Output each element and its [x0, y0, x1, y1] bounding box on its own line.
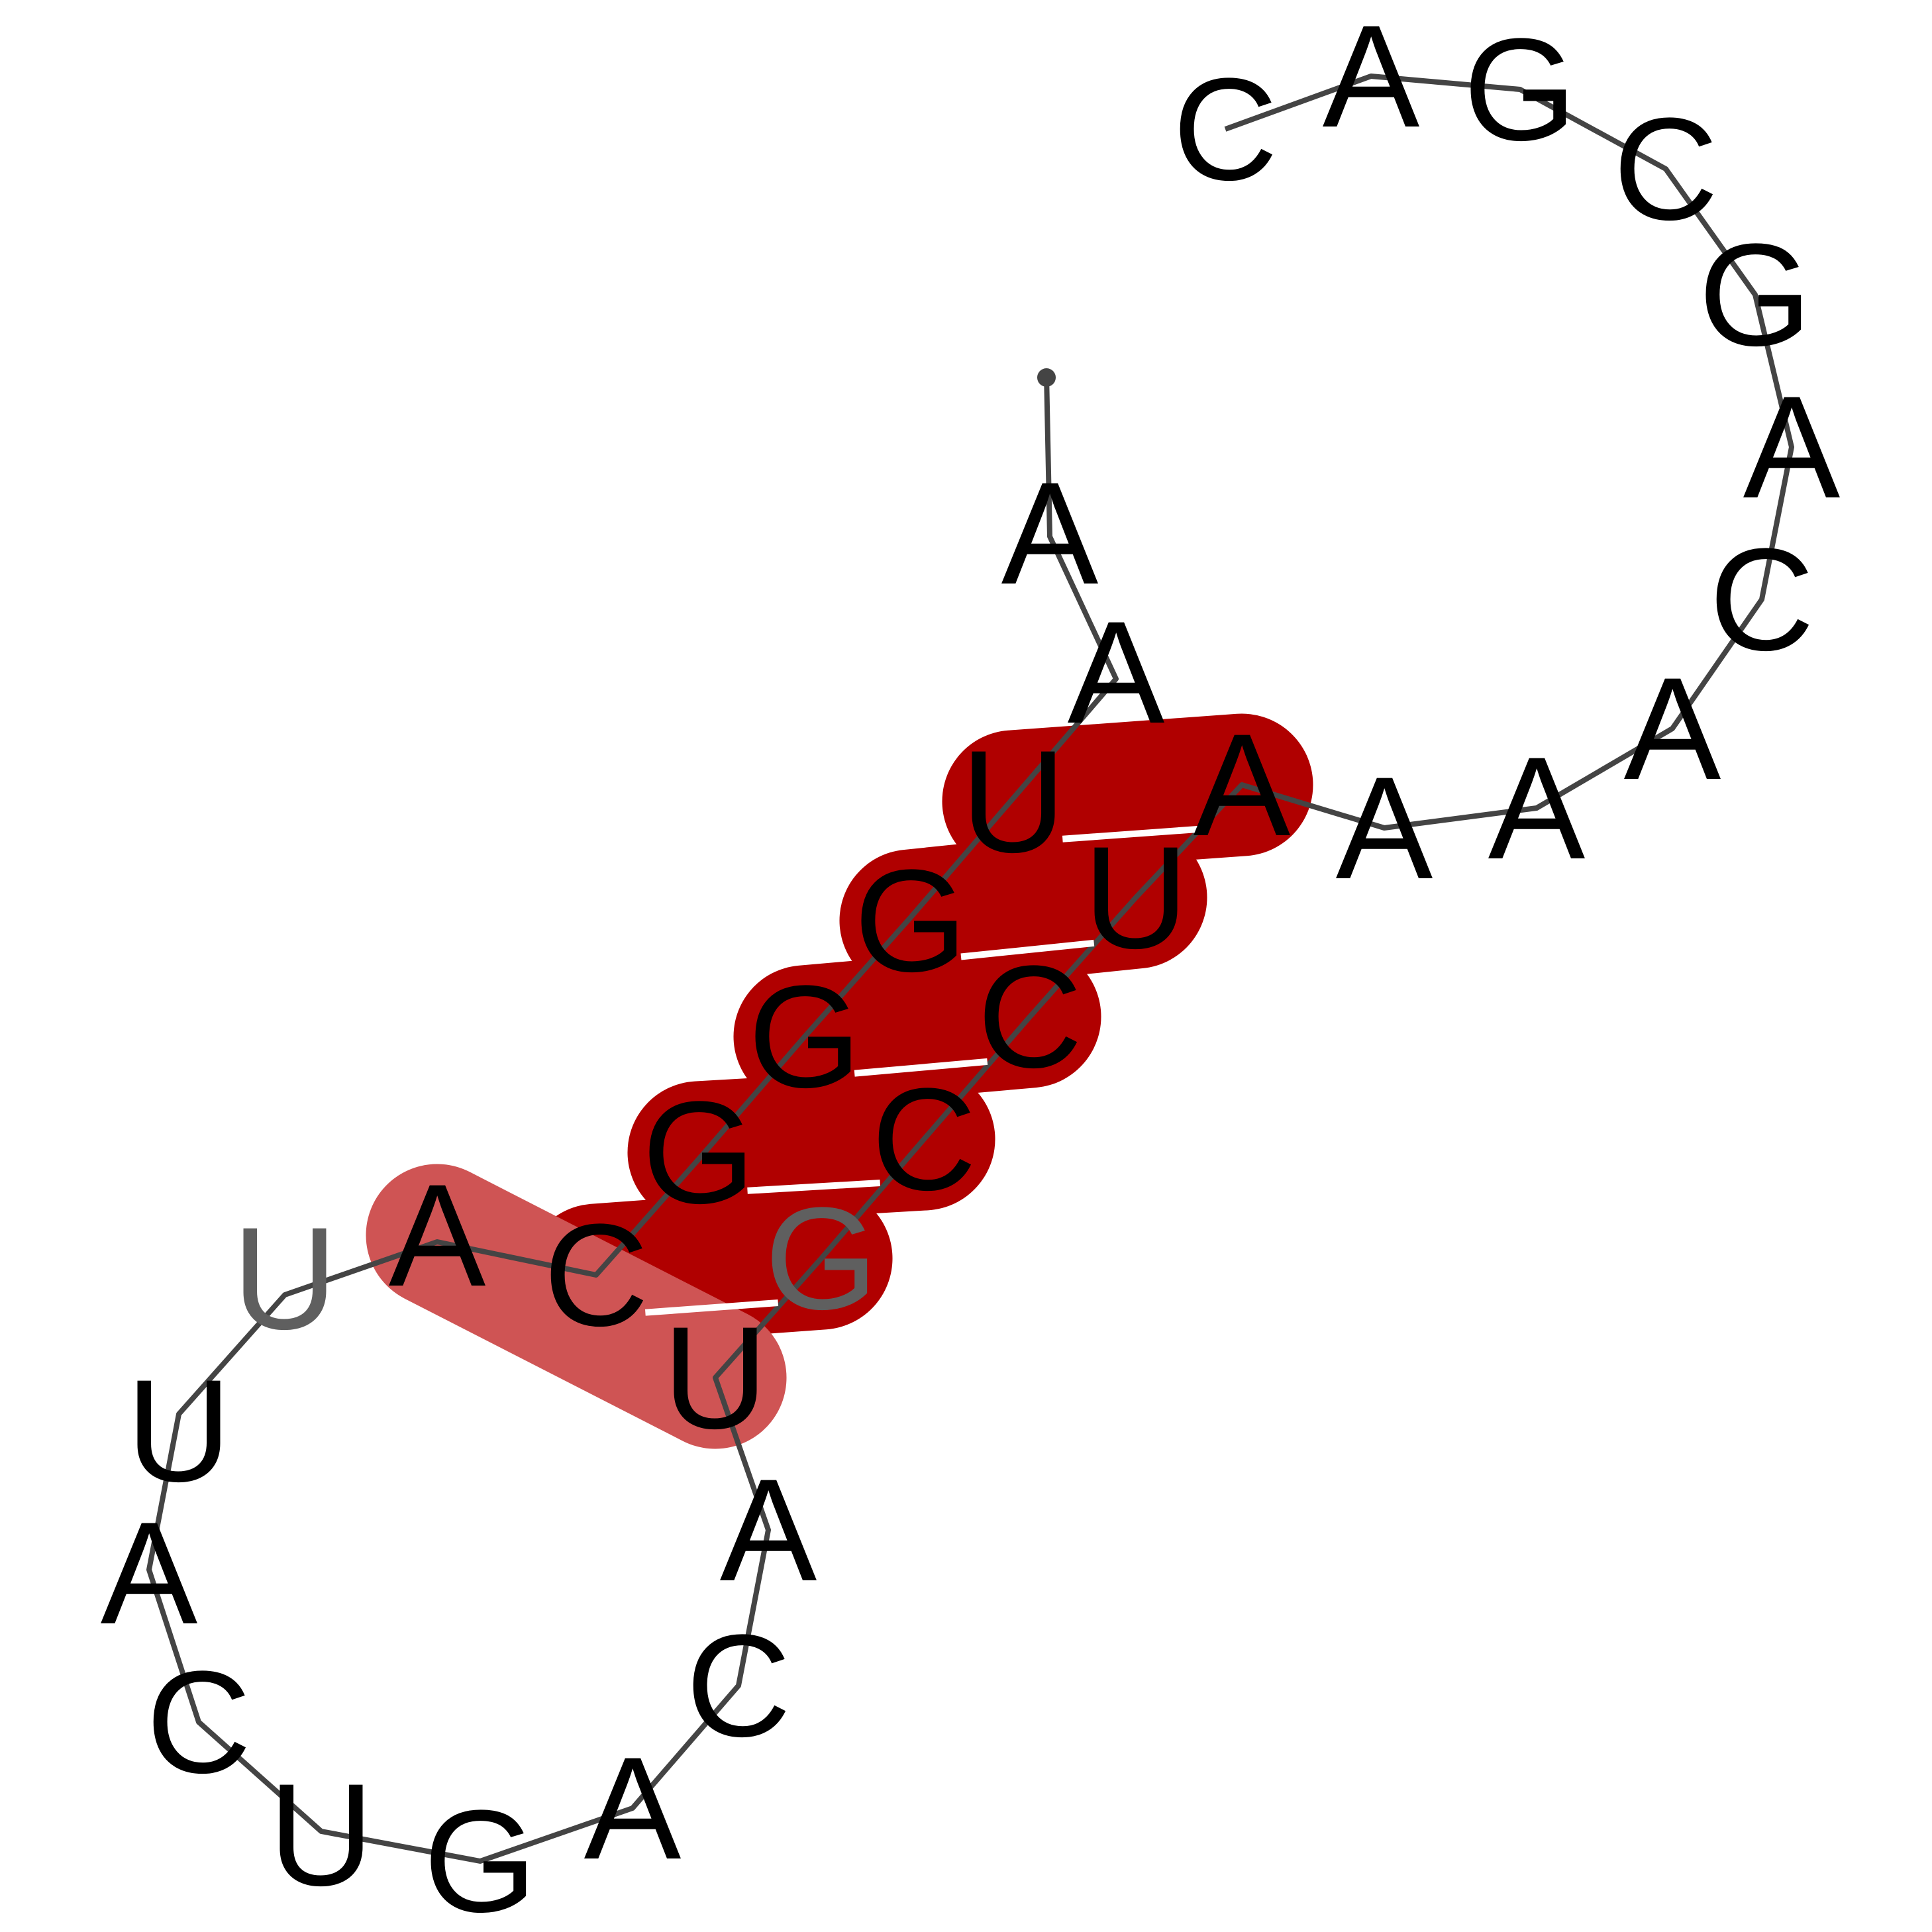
- nucleotide-letter: A: [1743, 366, 1841, 529]
- nucleotide-letter: A: [1336, 746, 1433, 909]
- base-pair-line: [1062, 825, 1199, 842]
- nucleotide-letter: U: [663, 1296, 768, 1459]
- base-pair-highlights: [366, 713, 1313, 1449]
- nucleotide-letter: G: [764, 1177, 878, 1340]
- base-pair-line: [960, 939, 1095, 960]
- nucleotide-letter: C: [978, 935, 1083, 1098]
- nucleotide-letter: C: [872, 1058, 977, 1221]
- nucleotide-letter: A: [1323, 0, 1420, 158]
- nucleotide-letter: G: [1463, 8, 1576, 171]
- nucleotide-letter: C: [146, 1641, 252, 1804]
- nucleotide-letter: A: [1068, 591, 1165, 754]
- nucleotide-letter: U: [269, 1753, 374, 1916]
- nucleotide-letter: A: [101, 1492, 198, 1654]
- base-pair-line: [644, 1299, 779, 1316]
- nucleotide-letter: C: [686, 1604, 791, 1767]
- base-pair-highlight: [942, 713, 1313, 873]
- base-pair-highlight: [627, 1068, 995, 1224]
- nucleotide-letter: U: [1084, 816, 1189, 979]
- nucleotide-letter: A: [389, 1154, 486, 1317]
- nucleotide-letter: U: [127, 1349, 232, 1512]
- nucleotide-letter: A: [1194, 703, 1291, 866]
- nucleotide-letter: A: [1624, 647, 1721, 810]
- base-pair-highlight: [733, 945, 1101, 1108]
- nucleotide-letter: G: [1698, 213, 1811, 376]
- nucleotide-letter: G: [423, 1780, 536, 1932]
- base-pair-line: [854, 1058, 988, 1077]
- nucleotide-letter: G: [854, 839, 967, 1002]
- nucleotide-letter: C: [1173, 48, 1278, 211]
- nucleotide-letter: G: [748, 955, 861, 1118]
- nucleotide-letter: G: [642, 1071, 755, 1234]
- base-pair-highlight: [839, 826, 1207, 992]
- base-pair-highlight: [366, 1164, 787, 1449]
- nucleotide-letter: A: [584, 1727, 682, 1890]
- nucleotide-letter: C: [544, 1194, 649, 1356]
- base-pair-lines: [644, 825, 1199, 1316]
- nucleotide-letter: A: [1488, 727, 1586, 890]
- nucleotide-letter: C: [1613, 87, 1719, 250]
- nucleotide-letter: U: [232, 1197, 338, 1360]
- nucleotide-letter: U: [961, 720, 1066, 883]
- five-prime-start-marker: [1037, 368, 1056, 387]
- backbone-line: [146, 74, 1794, 1864]
- nucleotide-letter: A: [1001, 452, 1099, 615]
- base-pair-line: [747, 1180, 881, 1194]
- nucleotide-letter: A: [720, 1449, 817, 1611]
- nucleotide-letter: C: [1709, 518, 1815, 681]
